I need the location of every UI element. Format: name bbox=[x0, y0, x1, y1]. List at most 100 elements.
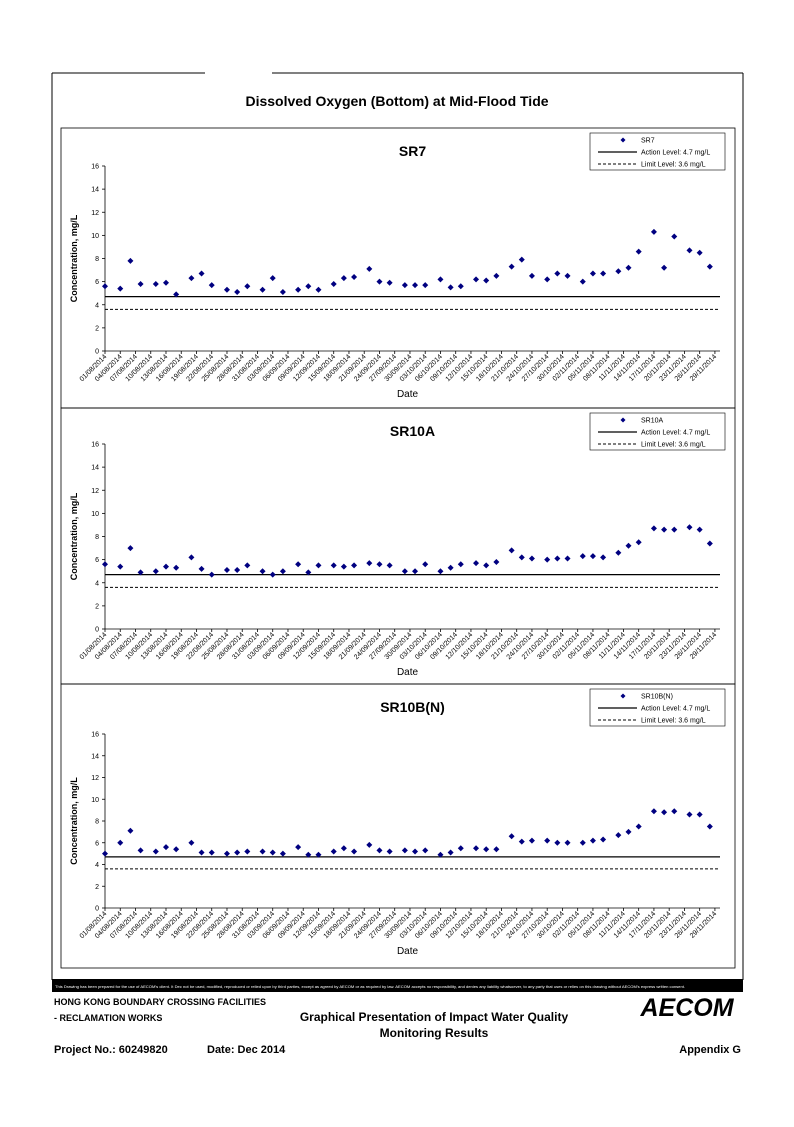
data-point bbox=[518, 554, 525, 561]
data-point bbox=[208, 282, 215, 289]
data-point bbox=[102, 850, 108, 857]
data-point bbox=[401, 568, 408, 575]
data-point bbox=[483, 562, 490, 569]
data-point bbox=[162, 844, 169, 851]
data-point bbox=[493, 272, 500, 279]
data-point bbox=[508, 263, 515, 270]
data-point bbox=[554, 555, 561, 562]
y-axis-label: Concentration, mg/L bbox=[69, 777, 79, 865]
y-tick-label: 16 bbox=[91, 164, 99, 171]
data-point bbox=[650, 808, 657, 815]
data-point bbox=[625, 264, 632, 271]
data-point bbox=[198, 565, 205, 572]
data-point bbox=[315, 562, 322, 569]
data-point bbox=[686, 247, 693, 254]
y-tick-label: 4 bbox=[95, 580, 99, 587]
data-point bbox=[493, 558, 500, 565]
data-point bbox=[564, 272, 571, 279]
data-point bbox=[473, 560, 480, 567]
y-tick-label: 2 bbox=[95, 325, 99, 332]
data-point bbox=[305, 283, 312, 290]
data-point bbox=[340, 845, 347, 852]
data-point bbox=[447, 849, 454, 856]
data-point bbox=[671, 526, 678, 533]
data-point bbox=[696, 811, 703, 818]
y-tick-label: 16 bbox=[91, 442, 99, 449]
y-tick-label: 10 bbox=[91, 511, 99, 518]
data-point bbox=[198, 270, 205, 277]
data-point bbox=[376, 561, 383, 568]
data-point bbox=[223, 850, 230, 857]
data-point bbox=[315, 286, 322, 293]
data-point bbox=[671, 233, 678, 240]
legend-marker bbox=[620, 693, 626, 699]
data-point bbox=[351, 562, 358, 569]
data-point bbox=[188, 275, 195, 282]
data-point bbox=[102, 561, 108, 568]
legend-label: SR10B(N) bbox=[641, 694, 673, 701]
data-point bbox=[351, 848, 358, 855]
y-tick-label: 6 bbox=[95, 557, 99, 564]
data-point bbox=[198, 849, 205, 856]
legend-label: Action Level: 4.7 mg/L bbox=[641, 430, 710, 437]
y-tick-label: 0 bbox=[95, 906, 99, 913]
data-point bbox=[589, 270, 596, 277]
data-point bbox=[279, 289, 286, 296]
y-tick-label: 8 bbox=[95, 534, 99, 541]
y-tick-label: 10 bbox=[91, 233, 99, 240]
y-tick-label: 0 bbox=[95, 349, 99, 356]
legend-label: Limit Level: 3.6 mg/L bbox=[641, 162, 706, 169]
data-point bbox=[528, 837, 535, 844]
y-tick-label: 8 bbox=[95, 256, 99, 263]
data-point bbox=[269, 571, 276, 578]
data-point bbox=[661, 809, 668, 816]
data-point bbox=[127, 257, 134, 264]
data-point bbox=[625, 542, 632, 549]
data-point bbox=[279, 568, 286, 575]
data-point bbox=[650, 525, 657, 532]
data-point bbox=[564, 555, 571, 562]
data-point bbox=[366, 841, 373, 848]
data-point bbox=[244, 562, 251, 569]
data-point bbox=[457, 845, 464, 852]
data-point bbox=[295, 844, 302, 851]
data-point bbox=[706, 263, 713, 270]
data-point bbox=[366, 265, 373, 272]
data-point bbox=[600, 554, 607, 561]
data-point bbox=[437, 276, 444, 283]
data-point bbox=[579, 553, 586, 560]
appendix: Appendix G bbox=[679, 1044, 741, 1056]
data-point bbox=[696, 526, 703, 533]
data-point bbox=[269, 849, 276, 856]
data-point bbox=[483, 277, 490, 284]
data-point bbox=[528, 272, 535, 279]
data-point bbox=[401, 282, 408, 289]
heading-line2: Monitoring Results bbox=[380, 1026, 489, 1040]
legend-label: Limit Level: 3.6 mg/L bbox=[641, 442, 706, 449]
chart-title: SR10B(N) bbox=[380, 699, 445, 715]
data-point bbox=[208, 849, 215, 856]
disclaimer-bar bbox=[52, 979, 743, 992]
data-point bbox=[635, 823, 642, 830]
data-point bbox=[188, 839, 195, 846]
data-point bbox=[259, 286, 266, 293]
data-point bbox=[483, 846, 490, 853]
data-point bbox=[386, 279, 393, 286]
y-tick-label: 6 bbox=[95, 840, 99, 847]
data-point bbox=[635, 248, 642, 255]
y-axis-label: Concentration, mg/L bbox=[69, 492, 79, 580]
data-point bbox=[661, 264, 668, 271]
data-point bbox=[661, 526, 668, 533]
data-point bbox=[127, 545, 134, 552]
data-point bbox=[437, 851, 444, 858]
data-point bbox=[259, 568, 266, 575]
heading-line1: Graphical Presentation of Impact Water Q… bbox=[300, 1010, 569, 1024]
data-point bbox=[625, 828, 632, 835]
data-point bbox=[437, 568, 444, 575]
data-point bbox=[600, 836, 607, 843]
data-point bbox=[493, 846, 500, 853]
legend-label: Limit Level: 3.6 mg/L bbox=[641, 718, 706, 725]
data-point bbox=[412, 848, 419, 855]
data-point bbox=[508, 833, 515, 840]
